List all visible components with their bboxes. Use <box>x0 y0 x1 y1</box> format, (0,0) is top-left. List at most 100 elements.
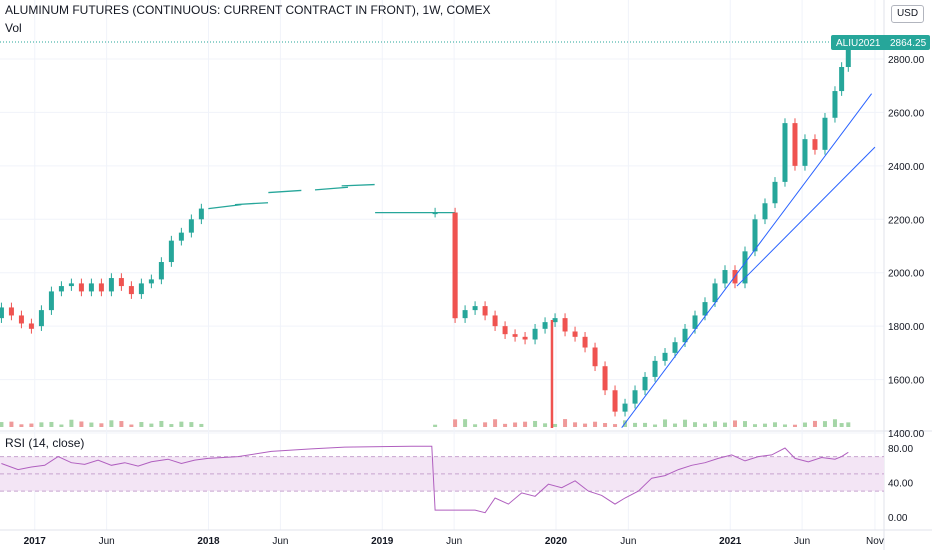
price-candle <box>28 323 34 329</box>
price-candle <box>632 390 638 404</box>
volume-bar <box>802 422 807 427</box>
rsi-title: RSI (14, close) <box>5 436 84 450</box>
time-tick-label: 2018 <box>197 536 220 547</box>
trendlines <box>621 93 876 428</box>
price-candle <box>341 183 375 187</box>
volume-bar <box>433 424 438 427</box>
price-candle <box>682 328 688 343</box>
price-candle <box>128 286 134 295</box>
volume-bars <box>0 419 851 427</box>
price-candle <box>472 306 478 311</box>
price-candle <box>642 376 648 391</box>
price-candle <box>178 232 184 241</box>
price-tick-label: 2000.00 <box>888 269 925 280</box>
price-candle <box>722 270 728 284</box>
price-candle <box>592 347 598 367</box>
volume-bar <box>493 419 498 427</box>
price-candle <box>772 181 778 204</box>
price-candle <box>208 203 242 210</box>
volume-bar <box>453 419 458 427</box>
volume-bar <box>463 419 468 427</box>
volume-bar <box>573 422 578 427</box>
price-candle <box>839 67 845 92</box>
price-candle <box>48 291 54 311</box>
time-tick-label: 2021 <box>719 536 742 547</box>
price-candle <box>0 307 4 319</box>
price-candle <box>268 189 302 194</box>
price-candle <box>802 139 808 166</box>
time-tick-label: Jun <box>794 536 810 547</box>
price-candle <box>108 278 114 292</box>
volume-bar <box>846 422 851 427</box>
volume-bar <box>812 420 817 427</box>
volume-bar <box>752 424 757 427</box>
volume-bar <box>189 422 194 427</box>
volume-bar <box>593 421 598 427</box>
volume-bar <box>643 422 648 427</box>
chart-title: ALUMINUM FUTURES (CONTINUOUS: CURRENT CO… <box>5 3 491 17</box>
volume-bar <box>159 420 164 427</box>
price-candle <box>602 366 608 391</box>
volume-bar <box>839 423 844 427</box>
volume-bar <box>0 422 4 427</box>
price-candle <box>782 123 788 182</box>
time-tick-label: Jun <box>446 536 462 547</box>
volume-bar <box>563 419 568 427</box>
price-candle <box>702 302 708 316</box>
rsi-tick-label: 80.00 <box>888 444 913 455</box>
volume-bar <box>119 421 124 427</box>
volume-bar <box>149 423 154 427</box>
price-candle <box>532 328 538 340</box>
time-tick-label: Jun <box>620 536 636 547</box>
price-tick-label: 1600.00 <box>888 376 925 387</box>
volume-bar <box>772 422 777 427</box>
price-candle <box>98 283 104 292</box>
volume-bar <box>673 423 678 427</box>
volume-bar <box>723 422 728 427</box>
price-candle <box>552 318 558 323</box>
volume-bar <box>653 424 658 427</box>
price-candle <box>482 306 488 316</box>
price-candle <box>550 320 554 428</box>
volume-bar <box>483 422 488 427</box>
price-candle <box>38 310 44 327</box>
price-tick-label: 2400.00 <box>888 162 925 173</box>
price-candle <box>462 310 468 319</box>
price-candle <box>502 326 508 335</box>
volume-bar <box>29 423 34 427</box>
volume-bar <box>782 424 787 427</box>
price-candle <box>612 390 618 412</box>
trendline <box>621 93 873 428</box>
last-price-label: ALIU2021 2864.25 <box>831 35 930 50</box>
price-candle <box>88 283 94 292</box>
volume-bar <box>533 420 538 427</box>
price-axis: 1400.00 1600.00 1800.00 2000.00 2200.00 2400.… <box>888 55 925 440</box>
volume-bar <box>663 419 668 427</box>
volume-bar <box>139 422 144 427</box>
price-candle <box>812 139 818 150</box>
volume-bar <box>89 422 94 427</box>
currency-button[interactable]: USD <box>891 5 924 23</box>
price-candle <box>712 283 718 303</box>
price-candle <box>662 352 668 361</box>
rsi-pane <box>0 445 884 514</box>
price-candle <box>198 208 204 220</box>
rsi-axis: 0.00 40.00 80.00 <box>888 444 913 524</box>
price-candle <box>452 212 458 319</box>
price-candle <box>622 403 628 412</box>
volume-bar <box>683 419 688 427</box>
time-tick-label: 2019 <box>371 536 394 547</box>
volume-bar <box>69 419 74 427</box>
volume-bar <box>553 423 558 427</box>
price-tick-label: 2600.00 <box>888 108 925 119</box>
last-price-badge <box>831 35 930 50</box>
price-tick-label: 1800.00 <box>888 322 925 333</box>
volume-bar <box>583 423 588 427</box>
rsi-line <box>1 445 849 514</box>
rsi-tick-label: 0.00 <box>888 513 908 524</box>
volume-bar <box>169 424 174 427</box>
price-candle <box>512 334 518 337</box>
price-candle <box>572 331 578 337</box>
